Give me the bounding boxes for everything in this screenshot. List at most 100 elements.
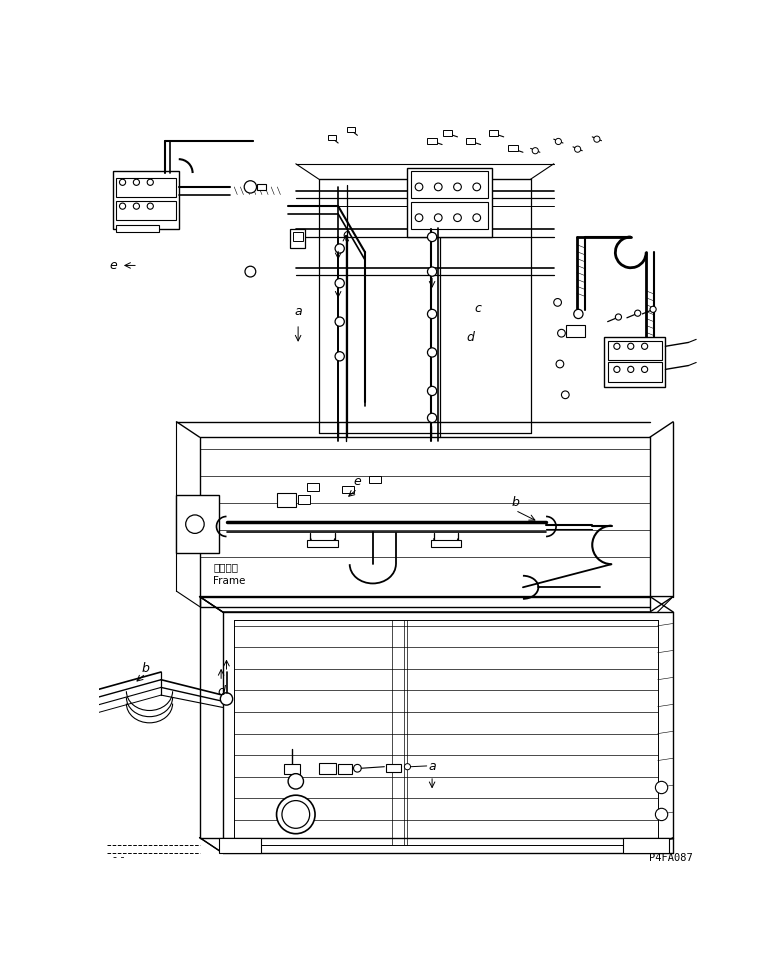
Bar [608,363,661,381]
Bar [608,341,661,360]
Bar [284,764,300,773]
Circle shape [186,514,204,533]
Bar [431,540,461,547]
Bar [386,764,401,772]
Bar [411,172,488,198]
Circle shape [555,138,562,144]
Circle shape [415,183,423,191]
Bar [369,475,381,483]
Circle shape [404,763,410,770]
Bar [257,184,266,190]
Circle shape [575,146,580,152]
Circle shape [133,179,140,185]
Bar [342,486,353,493]
Bar [116,177,176,197]
Circle shape [614,367,620,372]
Bar [623,838,669,853]
Circle shape [353,764,361,772]
Circle shape [643,356,652,365]
Circle shape [335,317,344,326]
Circle shape [245,267,256,277]
Circle shape [594,136,600,142]
Circle shape [641,367,647,372]
Text: a: a [294,305,302,318]
Text: d: d [466,330,474,344]
Bar [176,495,219,553]
Text: d: d [217,685,225,698]
Circle shape [119,179,126,185]
Circle shape [635,310,640,317]
Circle shape [335,244,344,253]
Circle shape [628,367,634,372]
Bar [307,540,339,547]
Bar [116,201,176,220]
Circle shape [288,773,303,789]
Bar [289,229,305,249]
Circle shape [454,214,461,221]
Circle shape [473,214,480,221]
Text: c: c [342,228,349,241]
Circle shape [434,214,442,221]
Bar [277,493,296,508]
Bar [319,762,336,773]
Bar [466,137,475,144]
Circle shape [473,183,480,191]
Bar [113,172,179,229]
Bar [489,130,498,136]
Circle shape [655,781,668,794]
Bar [509,145,518,152]
Circle shape [415,214,423,221]
Circle shape [427,386,437,396]
Circle shape [244,180,257,193]
Bar [116,225,159,231]
Bar [347,126,355,132]
Text: フレーム
Frame: フレーム Frame [214,563,246,586]
Text: - -: - - [113,852,125,861]
Text: b: b [142,662,150,674]
Circle shape [133,203,140,210]
Bar [411,202,488,229]
Circle shape [427,232,437,241]
Bar [219,838,261,853]
Bar [427,137,437,144]
Circle shape [614,343,620,349]
Circle shape [454,183,461,191]
Text: e: e [353,474,361,487]
Circle shape [532,148,538,154]
Circle shape [628,343,634,349]
Text: e: e [109,259,117,271]
Bar [407,168,492,237]
Circle shape [119,203,126,210]
Bar [339,764,352,773]
Circle shape [427,267,437,276]
Bar [298,495,310,504]
Circle shape [427,414,437,422]
Circle shape [641,343,647,349]
Bar [639,368,660,380]
Circle shape [220,693,232,706]
Text: b: b [512,496,519,509]
Circle shape [562,391,569,399]
Circle shape [574,310,583,318]
Circle shape [147,203,154,210]
Circle shape [277,795,315,834]
Bar [307,483,319,491]
Circle shape [434,183,442,191]
Text: a: a [428,760,436,773]
Circle shape [147,179,154,185]
Bar [566,325,585,337]
Circle shape [655,808,668,820]
Circle shape [615,314,622,320]
Bar [293,231,303,241]
Circle shape [427,310,437,318]
Circle shape [335,278,344,288]
Bar [604,337,665,387]
Circle shape [554,299,562,307]
Circle shape [556,360,564,368]
Circle shape [427,348,437,357]
Bar [443,130,452,136]
Circle shape [335,352,344,361]
Circle shape [558,329,565,337]
Circle shape [282,801,310,828]
Bar [328,134,336,140]
